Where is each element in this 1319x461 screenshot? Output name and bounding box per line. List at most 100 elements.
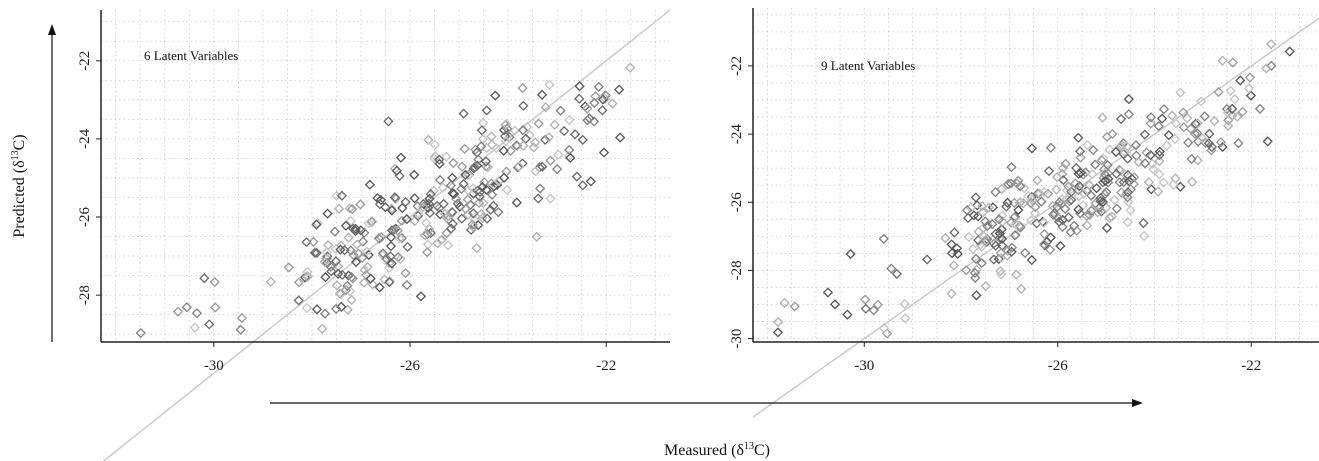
data-point <box>386 203 397 214</box>
data-point <box>1104 212 1115 223</box>
data-point <box>1192 118 1203 129</box>
data-point <box>359 277 370 288</box>
x-tick-label: -22 <box>596 358 616 374</box>
data-point <box>342 280 353 291</box>
data-point <box>1018 198 1029 209</box>
data-point <box>1026 254 1037 266</box>
data-point <box>1209 115 1220 127</box>
data-point <box>329 226 340 237</box>
data-point <box>486 139 498 150</box>
data-point <box>1223 120 1234 131</box>
data-point <box>1042 188 1054 199</box>
data-point <box>1178 122 1189 133</box>
data-point <box>1227 103 1238 114</box>
data-point <box>1233 138 1244 149</box>
data-point <box>971 264 982 275</box>
data-point <box>977 207 989 218</box>
data-point <box>235 324 246 335</box>
data-point <box>1168 179 1179 190</box>
data-point <box>236 312 248 324</box>
data-point <box>980 235 991 246</box>
data-point <box>348 249 359 261</box>
y-tick-label: -30 <box>729 329 745 349</box>
data-point <box>1243 83 1254 94</box>
data-point <box>445 180 457 191</box>
data-point <box>210 302 221 313</box>
axes <box>748 8 1319 347</box>
data-point <box>1245 90 1257 101</box>
data-point <box>511 140 522 151</box>
data-point <box>302 271 313 282</box>
data-point <box>1013 204 1024 216</box>
data-point <box>1154 146 1165 157</box>
data-point <box>473 197 485 209</box>
data-point <box>1190 118 1201 130</box>
data-point <box>1038 239 1050 250</box>
data-point <box>1200 137 1211 148</box>
data-point <box>438 198 449 210</box>
data-point <box>1284 46 1295 57</box>
data-point <box>1262 136 1273 147</box>
data-point <box>1103 177 1114 188</box>
data-point <box>476 141 487 152</box>
data-point <box>331 280 343 291</box>
data-point <box>891 268 902 279</box>
data-point <box>1029 208 1041 219</box>
data-point <box>1022 190 1034 202</box>
data-point <box>135 327 146 339</box>
data-point <box>1019 183 1030 194</box>
data-point <box>501 118 512 130</box>
data-point <box>1185 123 1196 134</box>
data-point <box>336 301 347 312</box>
data-point <box>1003 179 1014 190</box>
data-point <box>1052 212 1064 223</box>
data-point <box>1075 167 1086 178</box>
data-point <box>987 202 999 213</box>
data-point <box>326 266 337 277</box>
data-point <box>1145 118 1156 129</box>
data-point <box>367 279 378 290</box>
data-point <box>1138 230 1150 242</box>
data-point <box>949 227 960 238</box>
data-point <box>511 197 522 208</box>
data-point <box>355 199 366 210</box>
data-point <box>946 288 957 299</box>
data-point <box>1227 110 1238 121</box>
data-point <box>1006 246 1017 257</box>
data-point <box>498 145 509 156</box>
data-point <box>481 184 492 195</box>
data-point <box>522 121 533 132</box>
data-point <box>995 269 1007 280</box>
data-point <box>1138 218 1149 229</box>
data-point <box>482 213 493 224</box>
x-axis-arrow <box>270 399 1143 407</box>
data-point <box>1183 137 1194 148</box>
data-point <box>1122 217 1133 228</box>
data-point <box>1125 205 1136 216</box>
data-point <box>553 149 564 160</box>
data-point <box>1109 194 1120 206</box>
data-point <box>1006 162 1017 173</box>
data-point <box>1169 133 1181 145</box>
data-point <box>1095 196 1106 207</box>
data-point <box>1011 178 1023 189</box>
data-point <box>530 166 541 177</box>
data-point <box>518 140 529 151</box>
data-point <box>351 239 363 250</box>
data-point <box>191 308 203 319</box>
data-point <box>477 117 489 128</box>
data-point <box>988 254 1000 265</box>
data-point <box>1225 85 1236 97</box>
data-point <box>1058 162 1069 174</box>
data-point <box>1199 111 1210 122</box>
data-point <box>353 248 364 259</box>
data-point <box>476 125 488 136</box>
y-tick-label: -24 <box>77 128 93 148</box>
data-point <box>401 279 413 291</box>
data-point <box>1197 133 1208 144</box>
data-point <box>488 179 499 190</box>
data-point <box>990 186 1001 198</box>
data-point <box>878 323 890 334</box>
data-point <box>969 267 981 278</box>
data-point <box>1178 107 1189 118</box>
